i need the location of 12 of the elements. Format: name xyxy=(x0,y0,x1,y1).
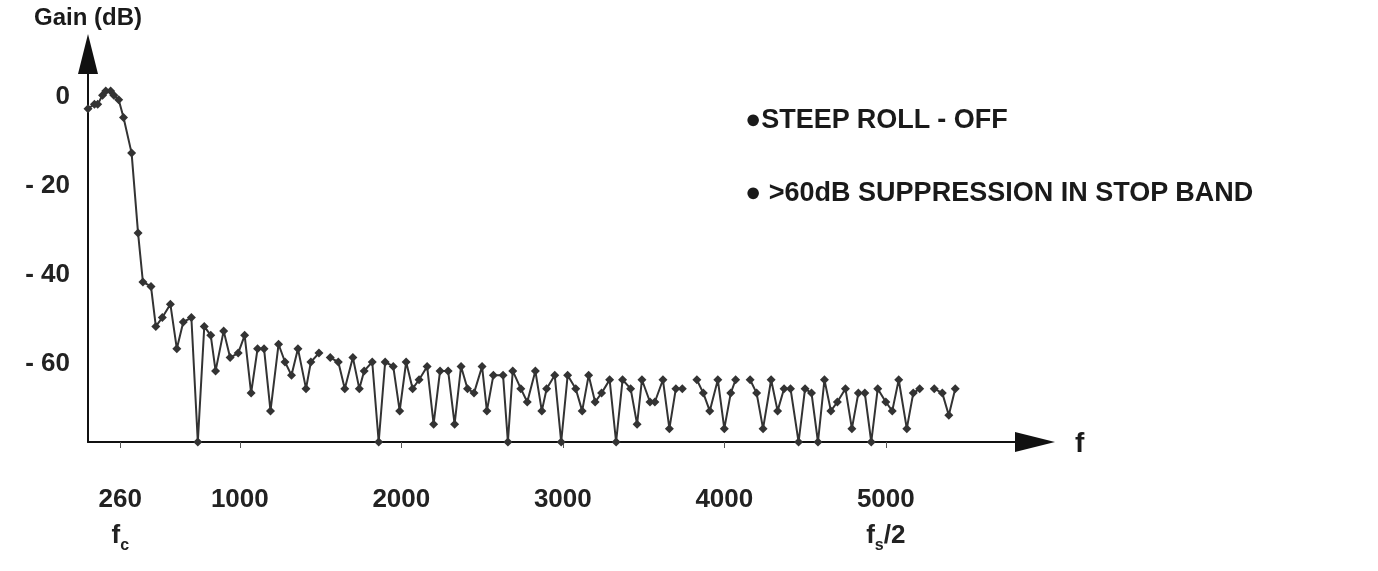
annotation: ● >60dB SUPPRESSION IN STOP BAND xyxy=(745,176,1254,207)
x-tick-label: 2000 xyxy=(372,483,431,513)
x-axis-title: f xyxy=(1075,426,1085,458)
annotation: ●STEEP ROLL - OFF xyxy=(745,103,1008,134)
y-axis-title: Gain (dB) xyxy=(34,2,142,30)
y-tick-label: - 20 xyxy=(25,169,70,200)
y-tick-label: - 60 xyxy=(25,347,70,377)
x-tick-label: 4000 xyxy=(695,483,754,513)
y-tick-label: 0 xyxy=(55,80,70,111)
x-tick-label: 1000 xyxy=(210,483,269,513)
x-tick-label: 3000 xyxy=(533,483,592,513)
y-tick-label: - 40 xyxy=(25,258,70,289)
